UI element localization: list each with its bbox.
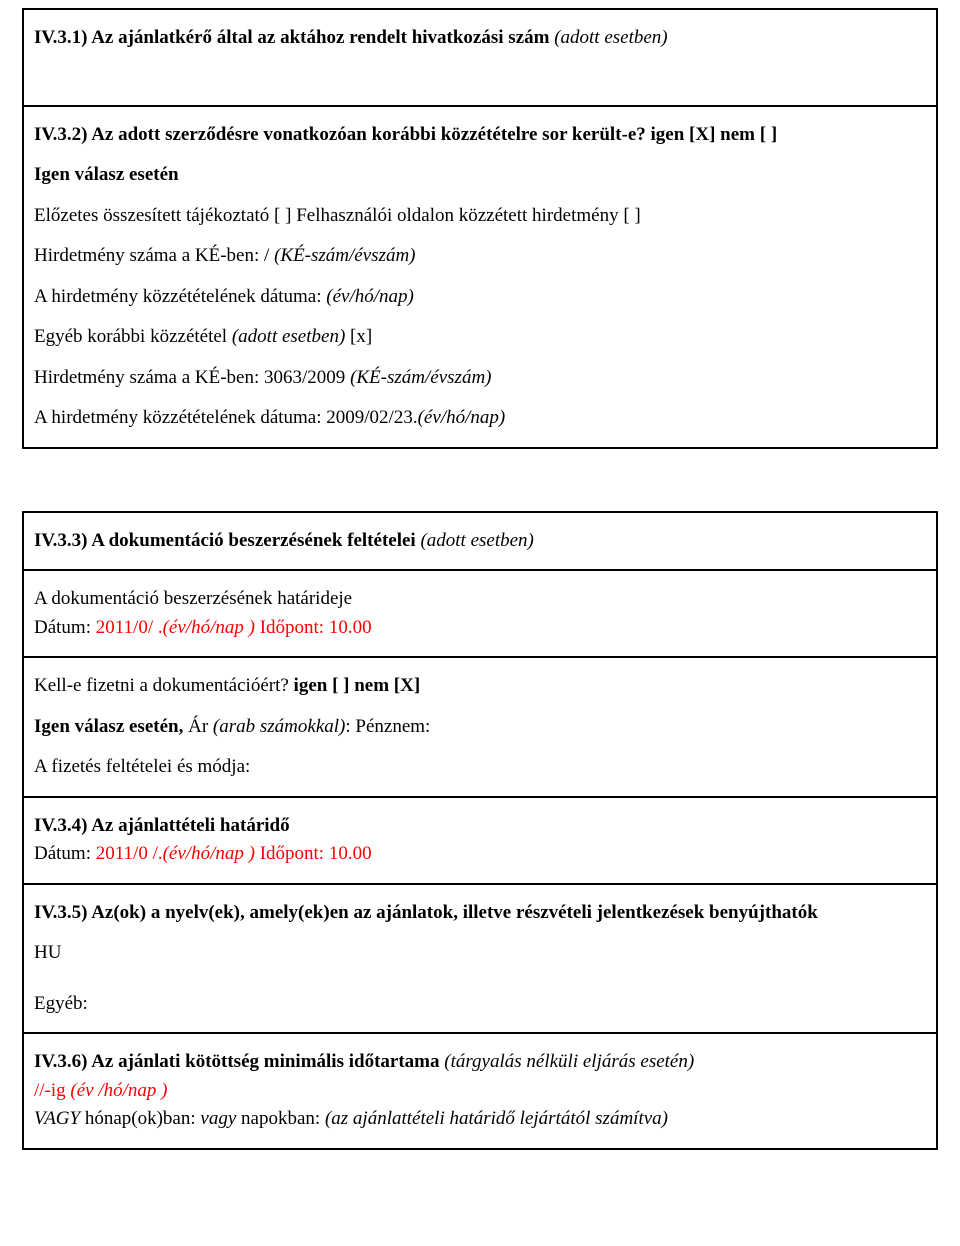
- iv34-date-label: Dátum:: [34, 843, 96, 864]
- iv36-heading: IV.3.6) Az ajánlati kötöttség minimális …: [34, 1051, 444, 1072]
- iv32-line7b: (KÉ-szám/évszám): [350, 367, 491, 388]
- iv33-ar: Ár: [188, 716, 213, 737]
- iv33-penznem: : Pénznem:: [345, 716, 430, 737]
- iv32-igen-label: Igen válasz esetén: [34, 161, 926, 190]
- iv31-heading-tail: (adott esetben): [549, 27, 667, 48]
- iv34-date-format: (év/hó/nap ): [163, 843, 255, 864]
- iv33-heading-tail: (adott esetben): [416, 530, 534, 551]
- iv31-heading: IV.3.1) Az ajánlatkérő által az aktához …: [34, 27, 549, 48]
- iv34-heading: IV.3.4) Az ajánlattételi határidő: [34, 812, 926, 841]
- section-iv31-iv32-box: IV.3.1) Az ajánlatkérő által az aktához …: [22, 8, 938, 449]
- iv33-date-format: (év/hó/nap ): [163, 617, 255, 638]
- section-iv32-cell: IV.3.2) Az adott szerződésre vonatkozóan…: [24, 107, 936, 447]
- iv36-napok-tail: (az ajánlattételi határidő lejártától sz…: [325, 1108, 668, 1129]
- iv36-vagy2: vagy: [200, 1108, 236, 1129]
- iv33-pay-a: igen [ ] nem [X]: [294, 675, 421, 696]
- iv33-date-value: 2011/0/ .: [96, 617, 163, 638]
- section-iv35-cell: IV.3.5) Az(ok) a nyelv(ek), amely(ek)en …: [24, 885, 936, 1035]
- iv32-line6b: (adott esetben): [232, 326, 345, 347]
- iv33-ar-format: (arab számokkal): [213, 716, 345, 737]
- iv32-line8b: (év/hó/nap): [418, 407, 506, 428]
- iv36-vagy: VAGY: [34, 1108, 80, 1129]
- iv32-line7a: Hirdetmény száma a KÉ-ben: 3063/2009: [34, 367, 350, 388]
- iv33-deadline-label: A dokumentáció beszerzésének határideje: [34, 585, 926, 614]
- iv33-time: Időpont: 10.00: [255, 617, 372, 638]
- iv36-ig: //-ig: [34, 1080, 70, 1101]
- iv32-line6c: [x]: [345, 326, 372, 347]
- iv33-heading: IV.3.3) A dokumentáció beszerzésének fel…: [34, 530, 416, 551]
- section-iv36-cell: IV.3.6) Az ajánlati kötöttség minimális …: [24, 1034, 936, 1148]
- iv36-honap: hónap(ok)ban:: [80, 1108, 200, 1129]
- iv33-pay-terms: A fizetés feltételei és módja:: [34, 753, 926, 782]
- iv35-hu: HU: [34, 939, 926, 968]
- section-iv33-iv36-box: IV.3.3) A dokumentáció beszerzésének fel…: [22, 511, 938, 1150]
- iv35-heading: IV.3.5) Az(ok) a nyelv(ek), amely(ek)en …: [34, 899, 926, 928]
- section-iv33-body2-cell: Kell-e fizetni a dokumentációért? igen […: [24, 658, 936, 798]
- iv33-igen-label: Igen válasz esetén,: [34, 716, 188, 737]
- iv36-heading-tail: (tárgyalás nélküli eljárás esetén): [444, 1051, 694, 1072]
- iv33-date-label: Dátum:: [34, 617, 96, 638]
- iv32-line5b: (év/hó/nap): [326, 286, 414, 307]
- iv35-egyeb: Egyéb:: [34, 990, 926, 1019]
- iv32-question: IV.3.2) Az adott szerződésre vonatkozóan…: [34, 124, 646, 145]
- iv32-line4b: (KÉ-szám/évszám): [274, 245, 415, 266]
- section-iv34-cell: IV.3.4) Az ajánlattételi határidő Dátum:…: [24, 798, 936, 885]
- iv32-answer: igen [X] nem [ ]: [646, 124, 777, 145]
- section-iv33-heading-cell: IV.3.3) A dokumentáció beszerzésének fel…: [24, 513, 936, 572]
- iv36-ig-format: (év /hó/nap ): [70, 1080, 167, 1101]
- section-iv31-cell: IV.3.1) Az ajánlatkérő által az aktához …: [24, 10, 936, 107]
- iv33-pay-q: Kell-e fizetni a dokumentációért?: [34, 675, 294, 696]
- iv32-line4a: Hirdetmény száma a KÉ-ben: /: [34, 245, 274, 266]
- iv36-napok: napokban:: [236, 1108, 325, 1129]
- iv32-line5a: A hirdetmény közzétételének dátuma:: [34, 286, 326, 307]
- iv32-line8a: A hirdetmény közzétételének dátuma: 2009…: [34, 407, 418, 428]
- section-iv33-body1-cell: A dokumentáció beszerzésének határideje …: [24, 571, 936, 658]
- iv34-date-value: 2011/0 /.: [96, 843, 163, 864]
- iv34-time: Időpont: 10.00: [255, 843, 372, 864]
- iv32-line6a: Egyéb korábbi közzététel: [34, 326, 232, 347]
- iv32-line3: Előzetes összesített tájékoztató [ ] Fel…: [34, 202, 926, 231]
